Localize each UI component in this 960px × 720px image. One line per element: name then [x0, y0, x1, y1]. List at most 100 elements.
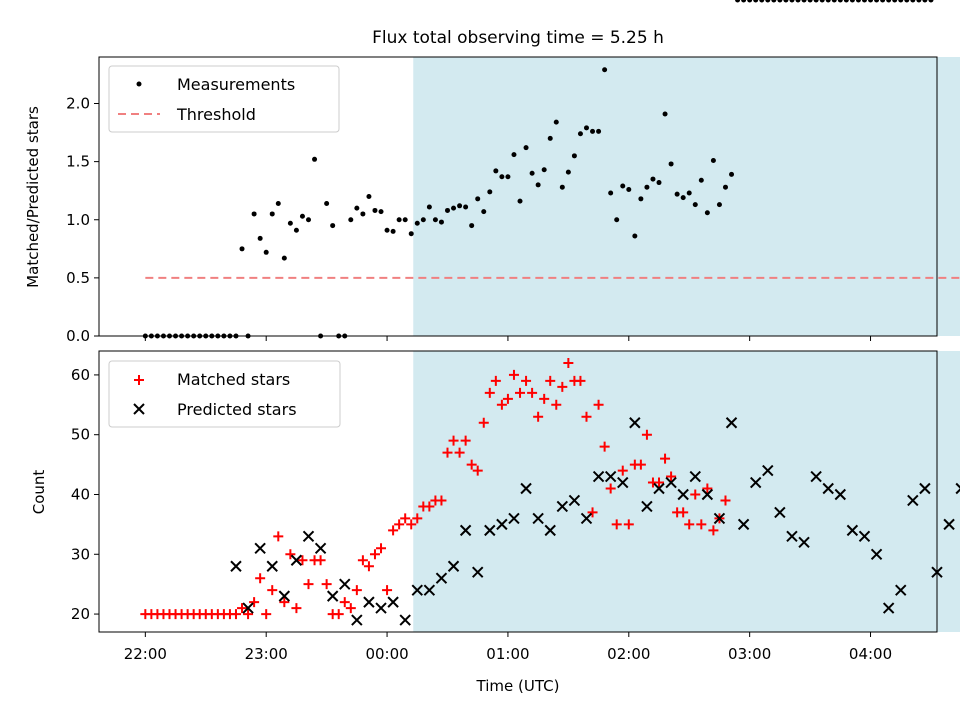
measurement-point	[469, 223, 475, 229]
predicted-star-point	[363, 596, 375, 608]
x-axis-label: Time (UTC)	[476, 677, 560, 695]
measurement-point	[626, 187, 632, 193]
predicted-star-point	[399, 614, 411, 626]
measurement-point	[287, 220, 293, 226]
measurement-point	[444, 207, 450, 213]
matched-star-point	[369, 549, 380, 560]
predicted-star-point	[858, 530, 871, 543]
x-tick-label: 22:00	[124, 645, 167, 663]
legend-predicted-marker	[133, 403, 145, 415]
predicted-star-point	[798, 536, 810, 549]
measurement-point	[789, 0, 795, 3]
measurement-point	[861, 0, 867, 3]
predicted-star-point	[472, 566, 484, 578]
y-tick-label: 50	[71, 426, 90, 444]
top-y-axis-label: Matched/Predicted stars	[24, 106, 42, 288]
measurement-point	[354, 205, 360, 211]
x-tick-label: 01:00	[486, 645, 529, 663]
predicted-star-point	[701, 488, 714, 501]
predicted-star-point	[423, 584, 436, 596]
matched-star-point	[388, 525, 399, 536]
predicted-star-point	[532, 512, 544, 525]
measurement-point	[674, 191, 680, 197]
measurement-point	[741, 0, 747, 3]
measurement-point	[916, 0, 922, 3]
bottom-y-ticks: 20 30 40 50 60	[71, 366, 99, 623]
x-tick-label: 00:00	[365, 645, 408, 663]
measurement-point	[602, 67, 608, 73]
measurement-point	[825, 0, 831, 3]
measurement-point	[608, 190, 614, 196]
predicted-star-point	[351, 614, 363, 626]
predicted-star-point	[713, 512, 726, 525]
matched-star-point	[496, 399, 507, 410]
matched-star-point	[249, 597, 260, 608]
measurement-point	[783, 0, 789, 3]
measurement-point	[892, 0, 898, 3]
matched-star-point	[394, 519, 405, 530]
measurement-point	[795, 0, 801, 3]
measurement-point	[275, 200, 281, 206]
measurement-point	[312, 156, 318, 162]
matched-star-point	[666, 471, 677, 482]
matched-star-point	[237, 603, 248, 614]
measurement-point	[710, 157, 716, 163]
matched-star-point	[255, 573, 266, 584]
matched-star-point	[424, 501, 435, 512]
predicted-star-point	[242, 602, 254, 614]
matched-star-point	[230, 609, 241, 620]
measurement-point	[384, 227, 390, 233]
matched-star-point	[478, 417, 489, 428]
x-tick-label: 02:00	[607, 645, 650, 663]
y-tick-label: 0.5	[66, 269, 90, 287]
predicted-star-point	[387, 596, 399, 608]
measurement-point	[360, 211, 366, 217]
measurement-point	[324, 200, 330, 206]
top-y-ticks: 0.0 0.5 1.0 1.5 2.0	[66, 95, 99, 345]
top-axes-frame	[98, 56, 938, 337]
matched-star-point	[303, 579, 314, 590]
legend-threshold-label: Threshold	[176, 105, 256, 124]
matched-star-point	[660, 453, 671, 464]
measurement-point	[922, 0, 928, 3]
predicted-star-point	[339, 578, 351, 590]
matched-star-point	[243, 609, 254, 620]
matched-star-point	[363, 561, 374, 572]
matched-star-point	[484, 387, 495, 398]
matched-star-point	[351, 585, 362, 596]
matched-star-point	[466, 459, 477, 470]
measurement-point	[547, 135, 553, 141]
y-tick-label: 2.0	[66, 95, 90, 113]
matched-star-point	[261, 609, 272, 620]
matched-star-point	[454, 447, 465, 458]
top-panel: 0.00.51.01.52.0 Matched/Predicted stars …	[24, 0, 960, 345]
matched-star-point	[297, 555, 308, 566]
predicted-star-point	[592, 470, 605, 483]
measurement-point	[511, 152, 517, 158]
measurement-point	[650, 176, 656, 182]
predicted-star-point	[955, 482, 960, 495]
matched-star-point	[357, 555, 368, 566]
matched-star-point	[448, 435, 459, 446]
measurement-point	[771, 0, 777, 3]
measurement-point	[928, 0, 934, 3]
measurement-point	[880, 0, 886, 3]
matched-star-point	[623, 519, 634, 530]
matched-star-point	[267, 585, 278, 596]
matched-star-point	[502, 393, 513, 404]
predicted-star-point	[604, 470, 617, 483]
matched-star-point	[708, 525, 719, 536]
measurement-point	[590, 128, 596, 134]
y-tick-label: 40	[71, 485, 90, 503]
matched-star-point	[291, 603, 302, 614]
matched-star-point	[557, 381, 568, 392]
predicted-star-point	[508, 512, 520, 525]
measurement-point	[378, 209, 384, 215]
matched-star-point	[321, 579, 332, 590]
measurement-point	[523, 145, 529, 151]
predicted-star-point	[810, 470, 822, 483]
predicted-star-point	[689, 470, 701, 483]
measurement-point	[692, 202, 698, 208]
measurement-point	[753, 0, 759, 3]
predicted-star-point	[665, 476, 677, 489]
